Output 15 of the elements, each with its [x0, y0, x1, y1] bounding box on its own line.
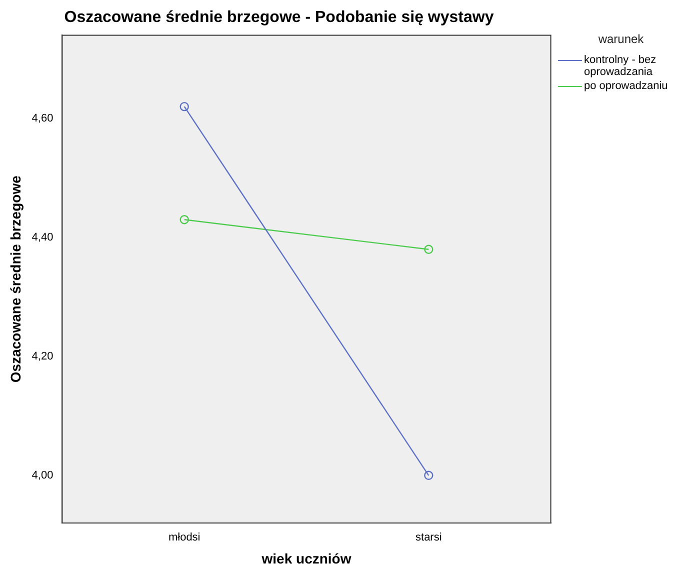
- x-axis-title: wiek uczniów: [260, 550, 352, 566]
- chart-title: Oszacowane średnie brzegowe - Podobanie się wystawy: [64, 9, 494, 26]
- legend-title: warunek: [597, 32, 645, 46]
- point: [424, 244, 434, 254]
- y-tick-label: 4,20: [32, 350, 54, 362]
- y-tick-label: 4,00: [32, 469, 54, 482]
- legend-label: po oprowadzaniu: [584, 80, 668, 92]
- y-tick-label: 4,40: [32, 231, 54, 244]
- point: [180, 102, 189, 112]
- point: [180, 215, 189, 224]
- y-tick-label: 4,60: [32, 112, 54, 125]
- x-tick-label: młodsi: [168, 532, 200, 544]
- point: [424, 470, 434, 480]
- y-axis-title: Oszacowane średnie brzegowe: [7, 175, 24, 383]
- x-tick-label: starsi: [416, 532, 442, 544]
